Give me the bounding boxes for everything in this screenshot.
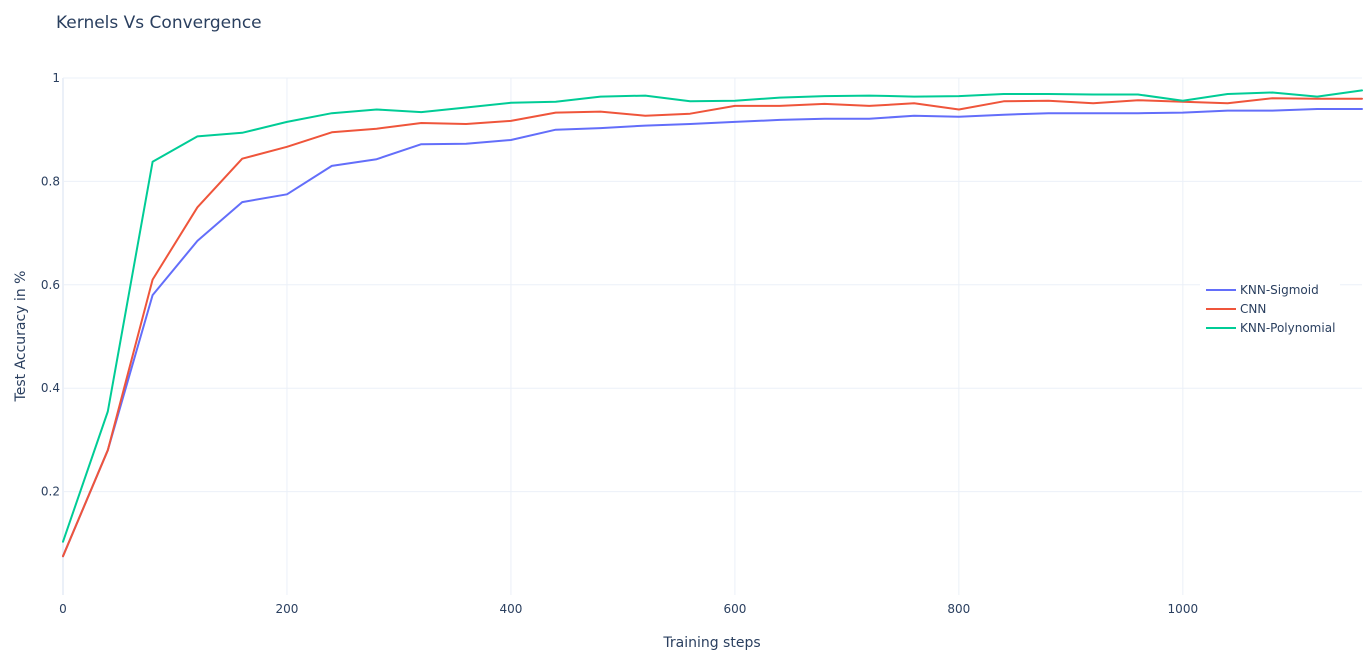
series-line-knn-sigmoid (62, 108, 1363, 558)
y-tick-label: 0.8 (41, 174, 60, 188)
gridlines (62, 77, 1362, 595)
series-line-knn-polynomial (62, 89, 1363, 543)
series-line-cnn (62, 97, 1363, 558)
x-tick-label: 1000 (1168, 602, 1199, 616)
x-tick-label: 200 (276, 602, 299, 616)
chart-title: Kernels Vs Convergence (56, 13, 262, 33)
x-tick-label: 600 (723, 602, 746, 616)
legend: KNN-Sigmoid CNN KNN-Polynomial (1200, 278, 1340, 342)
y-axis-ticks: 0.2 0.4 0.6 0.8 1 (41, 71, 60, 499)
legend-item-label: CNN (1240, 302, 1266, 316)
x-tick-label: 0 (59, 602, 67, 616)
y-tick-label: 0.2 (41, 485, 60, 499)
x-axis-title: Training steps (662, 635, 760, 651)
y-axis-title: Test Accuracy in % (13, 271, 29, 403)
y-tick-label: 0.4 (41, 381, 60, 395)
x-tick-label: 800 (947, 602, 970, 616)
y-tick-label: 0.6 (41, 278, 60, 292)
x-axis-ticks: 0 200 400 600 800 1000 (59, 602, 1198, 616)
legend-item-label: KNN-Polynomial (1240, 321, 1335, 335)
legend-item-label: KNN-Sigmoid (1240, 283, 1319, 297)
series-lines (62, 89, 1363, 558)
x-tick-label: 400 (499, 602, 522, 616)
y-tick-label: 1 (52, 71, 60, 85)
